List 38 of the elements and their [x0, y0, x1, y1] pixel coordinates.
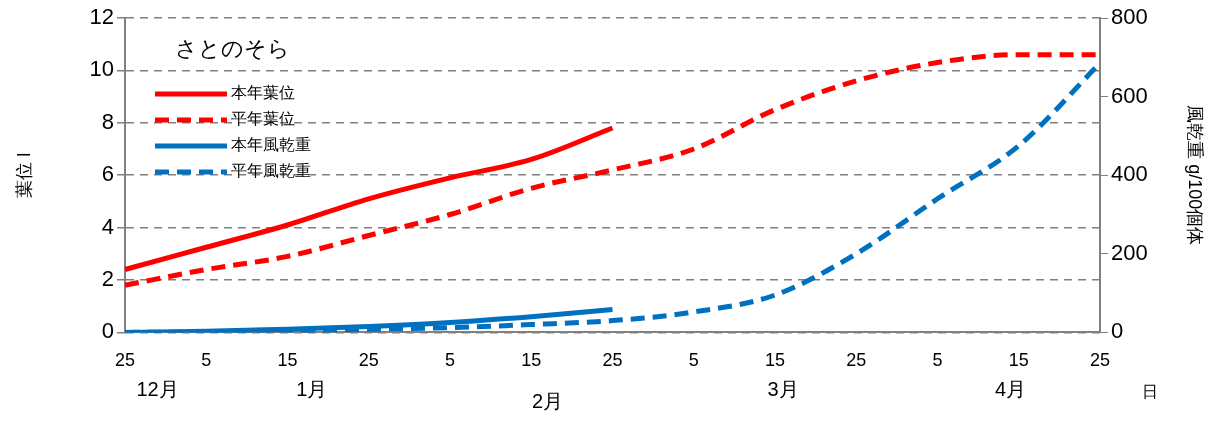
- legend-title: さとのそら: [175, 36, 290, 62]
- legend-label: 本年葉位: [231, 84, 295, 102]
- x-tick-label: 5: [932, 350, 943, 371]
- x-axis-title: 日: [1142, 382, 1158, 400]
- text: 3月: [767, 377, 799, 400]
- y2-axis-title: 風乾重 g/100個体: [1185, 105, 1206, 246]
- text: 2月: [531, 389, 564, 412]
- x-tick-label: 5: [444, 350, 456, 371]
- x-tick-label: 15: [1008, 350, 1029, 371]
- text: 1月: [296, 377, 328, 400]
- y-tick-label: 10: [89, 56, 114, 82]
- x-tick-label: 25: [602, 350, 623, 371]
- y2-tick-label: 400: [1111, 161, 1148, 187]
- x-tick-label: 15: [764, 350, 786, 371]
- y-tick-label: 4: [101, 213, 114, 239]
- legend-label: 平年葉位: [231, 110, 295, 128]
- x-tick-label: 15: [277, 350, 298, 371]
- x-tick-label: 5: [201, 350, 212, 371]
- x-tick-label: 5: [688, 350, 699, 371]
- legend-label: 平年風乾重: [231, 162, 311, 180]
- y2-tick-label: 0: [1111, 318, 1124, 344]
- text: 4月: [995, 377, 1027, 400]
- x-tick-label: 25: [358, 350, 379, 371]
- x-tick-label: 25: [1089, 350, 1111, 371]
- y2-tick-label: 600: [1111, 82, 1148, 108]
- y-tick-label: 0: [101, 318, 114, 344]
- y-tick-label: 2: [101, 266, 114, 292]
- x-tick-label: 25: [114, 350, 136, 371]
- text: 12月: [136, 377, 179, 400]
- legend-label: 本年風乾重: [231, 136, 311, 154]
- y-tick-label: 8: [101, 108, 114, 134]
- y2-tick-label: 200: [1111, 239, 1148, 265]
- y2-tick-label: 800: [1111, 4, 1148, 30]
- y-axis-title: 葉位 l: [13, 152, 34, 198]
- x-tick-label: 25: [846, 350, 867, 371]
- x-tick-label: 15: [521, 350, 542, 371]
- y-tick-label: 12: [89, 4, 114, 30]
- y-tick-label: 6: [101, 161, 114, 187]
